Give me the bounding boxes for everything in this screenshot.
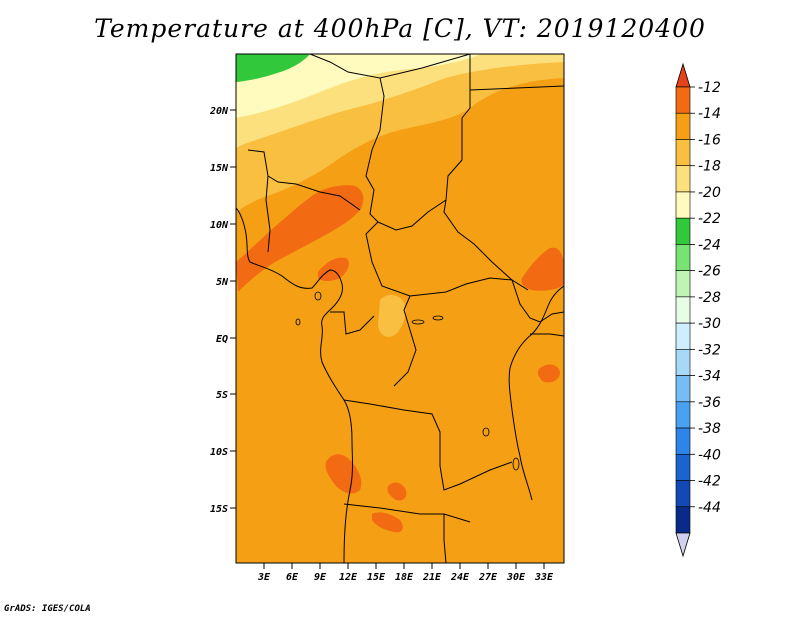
colorbar-label: -18: [698, 159, 721, 175]
lat-label: 10N: [210, 220, 229, 231]
colorbar-segment: [675, 453, 691, 481]
patch-east-2: [537, 364, 560, 383]
band-minus24-minus22: [236, 54, 310, 82]
colorbar-label: -22: [698, 211, 721, 227]
colorbar-segment: [675, 401, 691, 429]
lon-label: 27E: [478, 572, 498, 583]
patch-angola-2: [372, 512, 403, 533]
border-south-2: [343, 503, 471, 523]
colorbar-segment: [675, 217, 691, 245]
colorbar-segment: [675, 427, 691, 455]
west-africa-coast: [236, 207, 353, 563]
patch-angola-3: [387, 482, 407, 501]
lat-label: 15S: [210, 504, 228, 515]
colorbar-segment: [675, 480, 691, 508]
lat-label: 5S: [216, 390, 228, 401]
border-north-4: [469, 85, 564, 91]
border-west-3: [330, 311, 375, 335]
lat-label: EQ: [216, 334, 228, 345]
colorbar-label: -40: [698, 447, 721, 463]
patch-nigeria: [236, 185, 364, 292]
border-east-1: [511, 279, 564, 323]
colorbar-segment: [675, 349, 691, 376]
border-west-1: [247, 149, 361, 211]
colorbar-segment: [675, 506, 691, 534]
border-central-2: [443, 199, 513, 281]
lon-label: 3E: [257, 572, 271, 583]
patch-cameroon-coast: [318, 257, 349, 281]
lon-label: 15E: [367, 572, 386, 583]
lon-label: 12E: [339, 572, 358, 583]
longitude-labels: 3E 6E 9E 12E 15E 18E 21E 24E 27E 30E 33E: [257, 572, 554, 583]
colorbar-segment: [675, 375, 691, 403]
chart-title: Temperature at 400hPa [C], VT: 201912040…: [94, 14, 706, 43]
longitude-ticks: [263, 563, 545, 569]
colorbar-label: -42: [698, 474, 721, 490]
latitude-labels: 20N 15N 10N 5N EQ 5S 10S 15S: [209, 106, 229, 515]
colorbar-segment: [675, 86, 691, 114]
colorbar-segment: [675, 191, 691, 219]
border-north-3: [445, 54, 471, 201]
lon-label: 6E: [286, 572, 299, 583]
border-south-3: [443, 514, 447, 563]
colorbar-label: -38: [698, 421, 721, 437]
border-north-2: [379, 54, 471, 79]
lon-label: 18E: [395, 572, 414, 583]
lon-label: 9E: [314, 572, 327, 583]
lon-label: 30E: [506, 572, 526, 583]
colorbar-segment: [675, 165, 691, 193]
colorbar-label: -30: [698, 316, 721, 332]
colorbar-label: -20: [698, 185, 721, 201]
colorbar-label: -14: [698, 106, 721, 122]
colorbar-bottom-arrow: [675, 532, 691, 558]
colorbar-label: -24: [698, 237, 721, 253]
lon-label: 33E: [534, 572, 554, 583]
lat-label: 20N: [209, 106, 229, 117]
patch-east: [521, 247, 564, 291]
border-south-1: [343, 399, 513, 491]
colorbar-segment: [675, 244, 691, 271]
map-plot-area: [236, 54, 564, 563]
border-north-1: [309, 54, 385, 223]
lake-outlines: [295, 291, 520, 471]
colorbar-segment: [675, 270, 691, 298]
colorbar-label: -36: [698, 395, 721, 411]
plot-frame: [235, 53, 565, 564]
colorbar-segment: [675, 112, 691, 140]
border-east-2: [530, 333, 564, 337]
border-central-1: [365, 221, 529, 297]
streak-light: [378, 294, 406, 337]
colorbar: -12 -14 -16 -18 -20 -22 -24 -26 -28 -30 -32 -34 -36 -…: [675, 62, 721, 558]
lon-label: 24E: [450, 572, 470, 583]
colorbar-segment: [675, 296, 691, 324]
lat-label: 10S: [210, 447, 228, 458]
border-west-2: [265, 175, 271, 253]
colorbar-label: -44: [698, 500, 721, 516]
east-coast-lakes: [508, 285, 564, 501]
colorbar-label: -32: [698, 342, 721, 358]
lat-label: 5N: [216, 277, 229, 288]
border-central-3: [377, 199, 447, 231]
colorbar-label: -28: [698, 290, 721, 306]
colorbar-top-arrow: [675, 62, 691, 88]
band-minus22-minus20: [236, 54, 480, 118]
coastlines-borders: [236, 54, 564, 563]
colorbar-label: -12: [698, 80, 721, 96]
colorbar-label: -34: [698, 369, 721, 385]
latitude-ticks: [230, 109, 236, 509]
grads-credit: GrADS: IGES/COLA: [4, 604, 91, 614]
border-central-4: [393, 295, 417, 387]
lon-label: 21E: [422, 572, 442, 583]
colorbar-segment: [675, 322, 691, 350]
colorbar-segment: [675, 139, 691, 167]
colorbar-label: -26: [698, 264, 721, 280]
lat-label: 15N: [210, 163, 229, 174]
colorbar-label: -16: [698, 132, 721, 148]
